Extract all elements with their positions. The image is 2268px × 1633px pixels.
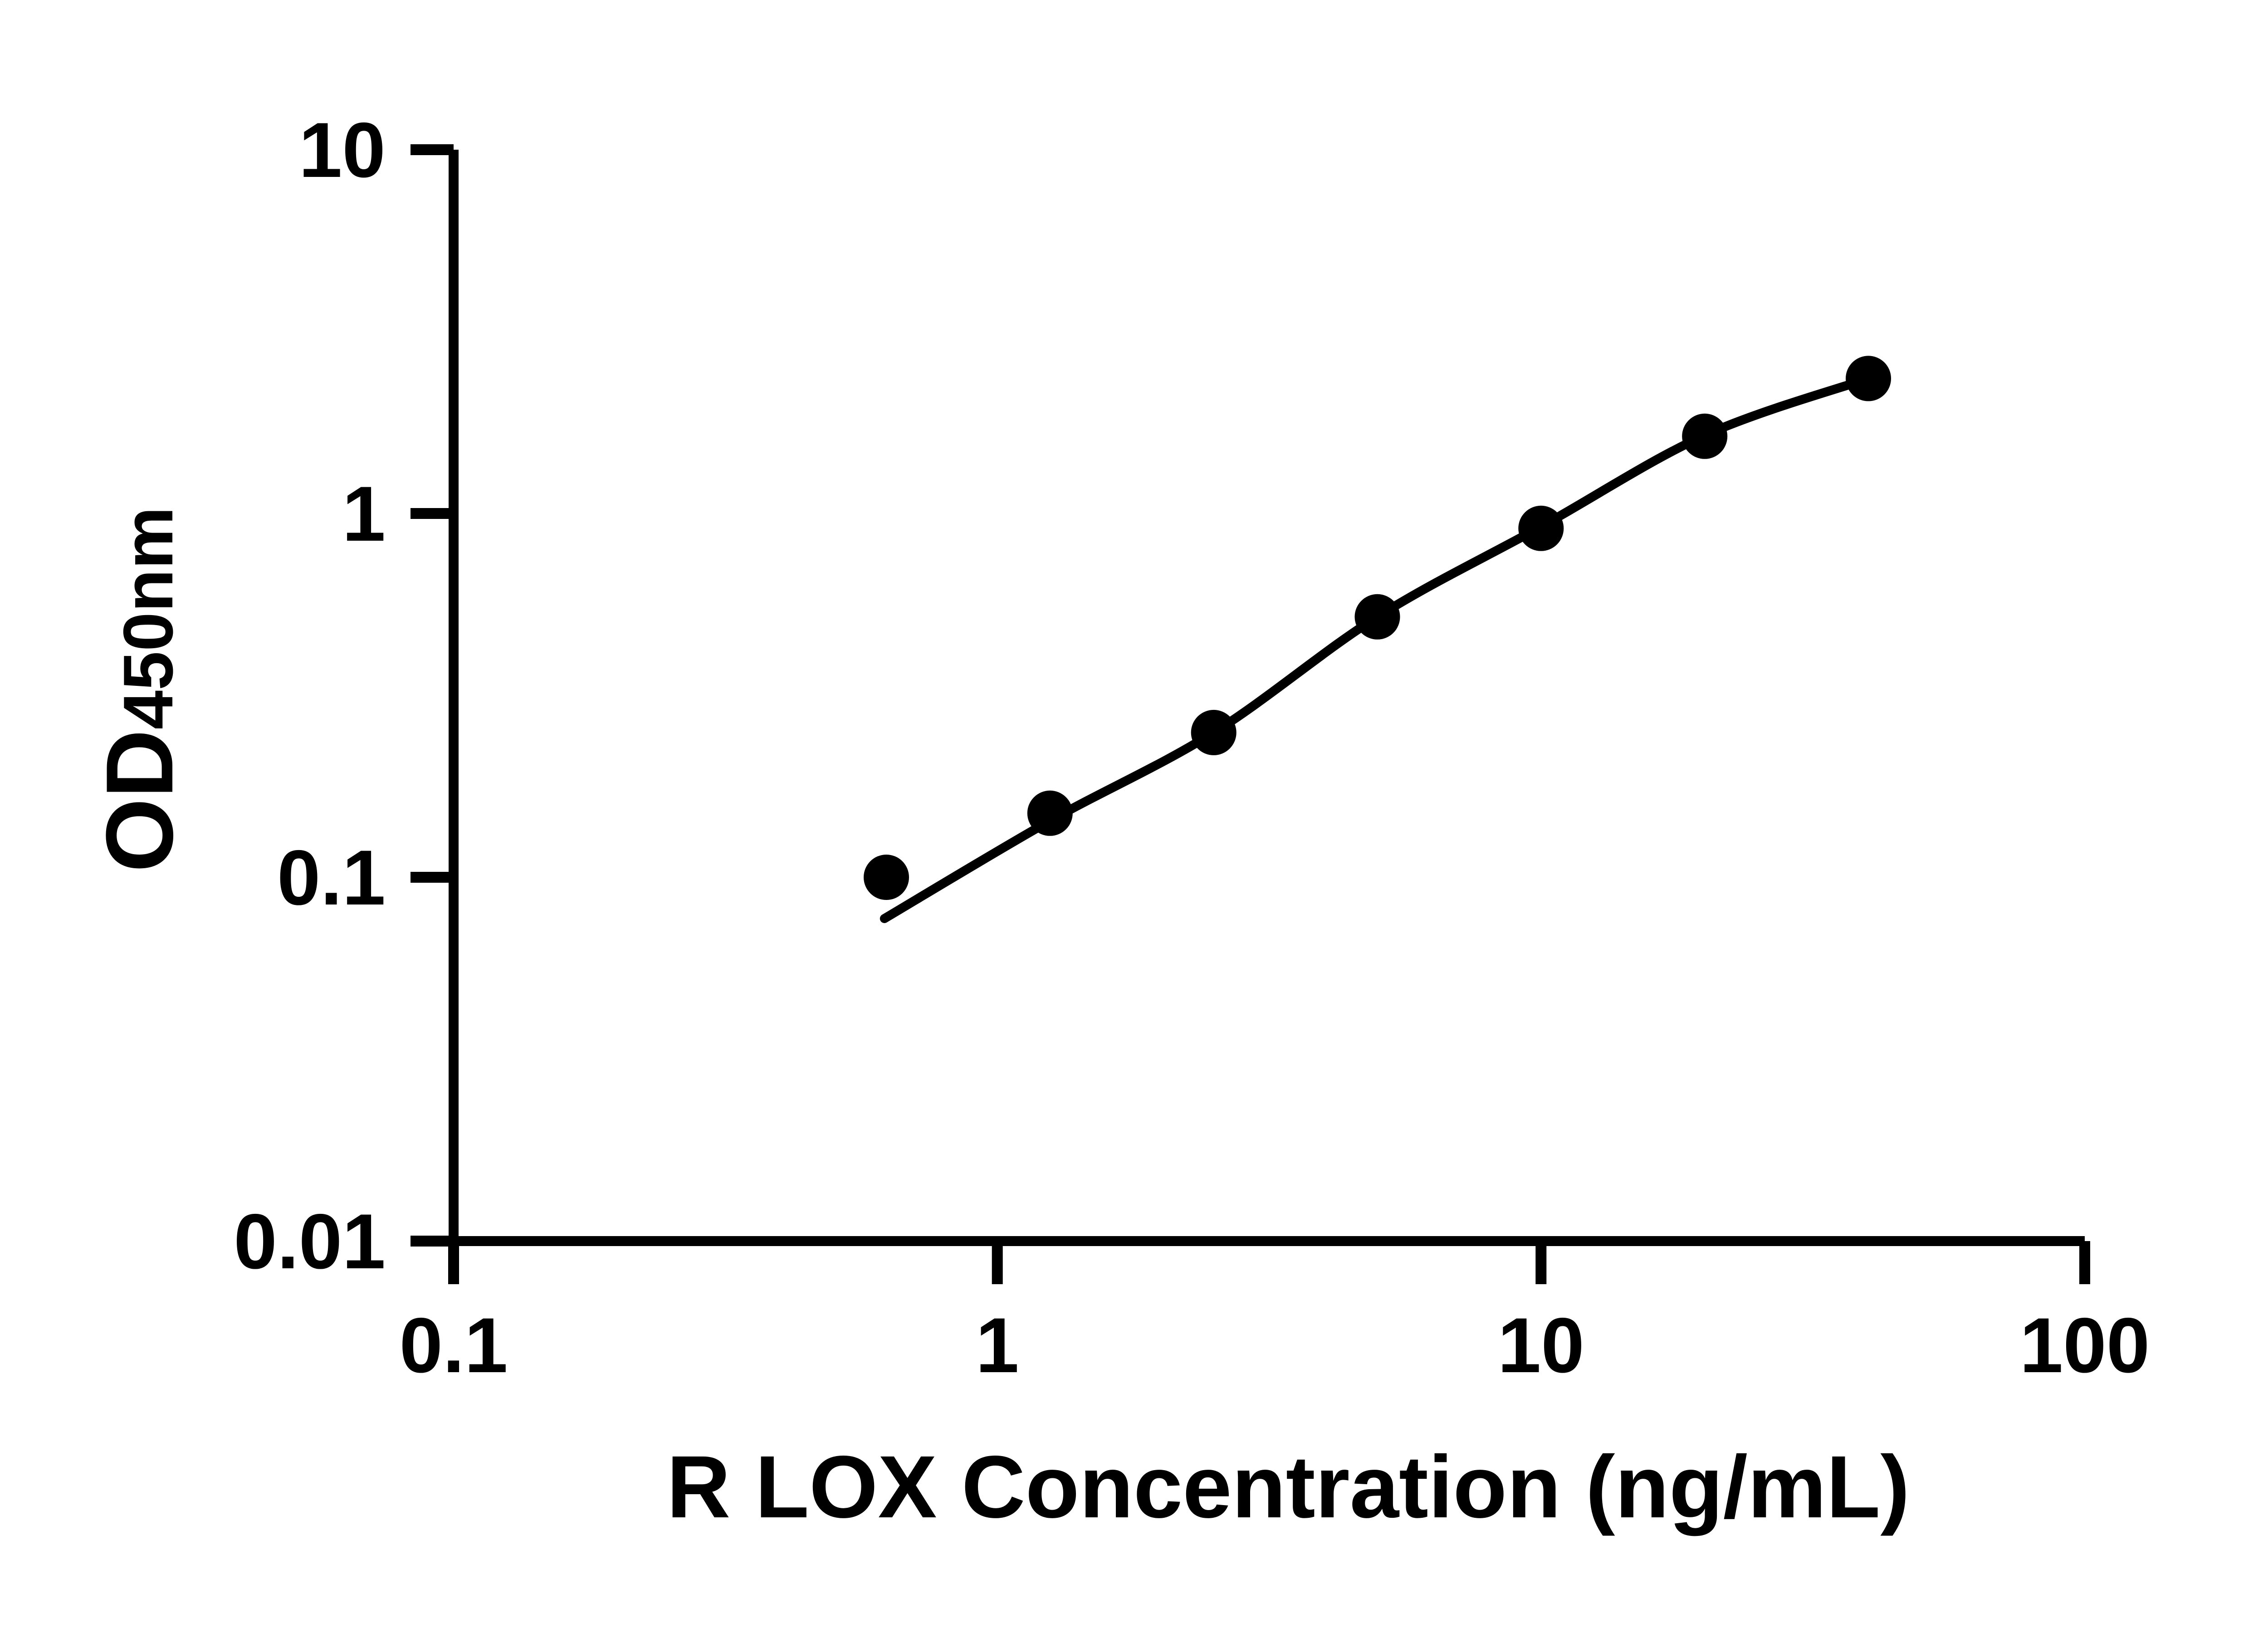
x-tick-label: 10 (1498, 1302, 1584, 1389)
y-axis-title: OD450nm (86, 507, 193, 872)
data-point (1027, 790, 1073, 836)
y-axis-title-subscript: 450nm (109, 507, 187, 729)
x-tick-label: 0.1 (399, 1302, 508, 1389)
y-tick-label: 10 (299, 107, 386, 194)
x-tick-label: 100 (2020, 1302, 2150, 1389)
y-axis-title-main: OD (86, 729, 193, 872)
data-point (1682, 413, 1728, 459)
x-tick-label: 1 (976, 1302, 1019, 1389)
data-point (1518, 505, 1564, 551)
x-axis-tick-marks (448, 1241, 2090, 1284)
data-point (1354, 594, 1400, 640)
data-point (1846, 356, 1891, 401)
data-point (864, 855, 909, 900)
fit-curve-line (880, 374, 1873, 923)
y-tick-label: 1 (342, 470, 386, 557)
y-axis-tick-marks (411, 144, 454, 1247)
data-point (1191, 709, 1237, 755)
y-tick-label: 0.1 (277, 834, 386, 921)
y-axis-tick-labels: 0.01 0.1 1 10 (234, 107, 386, 1285)
y-tick-label: 0.01 (234, 1198, 386, 1285)
axes (411, 144, 2090, 1284)
x-axis-tick-labels: 0.1 1 10 100 (399, 1302, 2150, 1389)
x-axis-title: R LOX Concentration (ng/mL) (667, 1437, 1910, 1536)
data-points (864, 356, 1891, 900)
